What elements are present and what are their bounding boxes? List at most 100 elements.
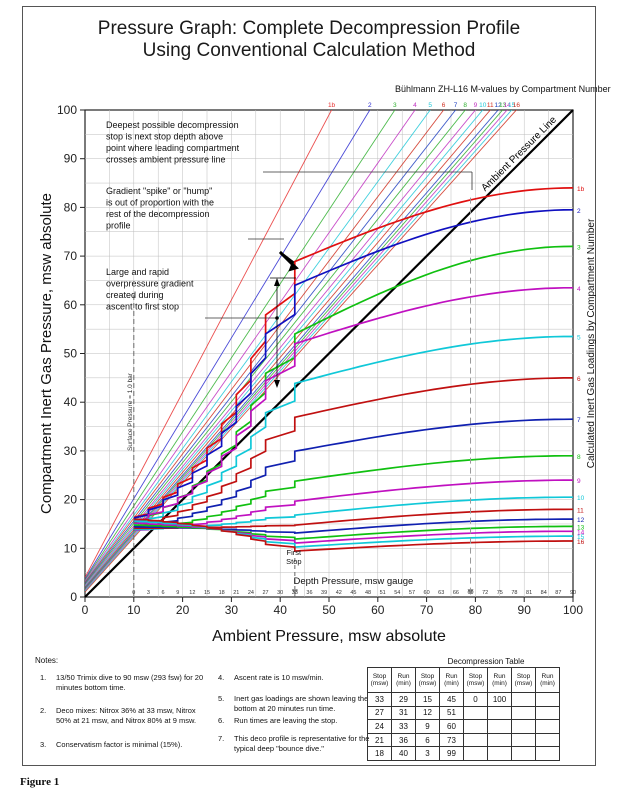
gauge-tick-label: 81 [526,590,532,596]
gauge-tick-label: 48 [365,590,371,596]
compartment-label-2: 2 [577,208,581,215]
m-value-label-8: 8 [463,102,467,109]
deco-table-row: 21 36 6 73 [367,732,560,748]
compartment-label-15: 15 [577,534,585,541]
compartment-label-14: 14 [577,529,585,536]
y-axis-label: Compartment Inert Gas Pressure, msw abso… [38,193,55,514]
compartment-curve-8 [133,454,573,531]
deco-table-cell: 18 [367,746,392,761]
deco-table-cell: 27 [367,705,392,721]
m-value-line-6 [85,110,445,583]
deco-table-cell: 0 [463,692,488,707]
deco-table-cell [463,732,488,748]
compartment-curve-6 [133,377,573,527]
m-value-label-12: 12 [495,102,503,109]
gauge-tick-label: 51 [380,590,386,596]
note-number: 4. [218,673,225,682]
gauge-tick-label: 24 [248,590,254,596]
y-tick-label: 10 [64,541,78,555]
annotation-deepest-stop-line-1: Deepest possible decompression [106,120,239,130]
deco-table-cell: 9 [415,719,440,734]
compartment-curve-9 [133,479,573,531]
gauge-axis-label: Depth Pressure, msw gauge [293,576,413,587]
gauge-tick-label: 54 [394,590,400,596]
deco-table-cell: 21 [367,732,392,748]
m-value-label-11: 11 [487,102,494,109]
m-value-label-2: 2 [368,102,372,109]
m-value-label-16: 16 [513,102,521,109]
m-value-line-12 [85,110,499,589]
overpressure-arrow-down [274,380,280,388]
compartment-label-7: 7 [577,417,581,424]
deco-table-cell: 12 [415,705,440,721]
m-value-label-13: 13 [499,102,507,109]
deco-table-cell: 51 [439,705,464,721]
decompression-table: Stop (msw) Run (min) Stop (msw) Run (min) St… [367,667,560,761]
deco-table-cell [463,746,488,761]
gauge-tick-label: 15 [204,590,210,596]
m-value-line-2 [85,110,371,580]
deco-table-title: Decompression Table [447,657,525,666]
note-text: This deco profile is representative for … [234,734,370,753]
deco-table-cell [511,719,536,734]
chart-subtitle: Bühlmann ZH-L16 M-values by Compartment … [395,84,611,94]
compartment-label-11: 11 [577,507,584,514]
overpressure-dot [275,316,279,320]
gauge-tick-label: 69 [467,590,473,596]
deco-table-row: 27 31 12 51 [367,705,560,721]
annotation-overpressure-line-1: Large and rapid [106,267,169,277]
deco-table-cell [535,705,560,721]
compartment-label-9: 9 [577,478,581,485]
deco-table-header: Stop (msw) [415,667,440,693]
deco-table-cell [487,746,512,761]
note-text: 13/50 Trimix dive to 90 msw (293 fsw) fo… [56,673,204,692]
m-value-line-3 [85,110,396,581]
gauge-tick-label: 84 [541,590,547,596]
gauge-tick-label: 63 [438,590,444,596]
x-tick-label: 70 [420,603,434,617]
compartment-curve-7 [133,418,573,530]
m-value-line-16 [85,110,517,593]
crossing-arrow-head [467,589,474,595]
y-tick-label: 0 [70,590,77,604]
compartment-label-5: 5 [577,334,581,341]
note-text: Deco mixes: Nitrox 36% at 33 msw, Nitrox… [56,706,197,725]
annotation-deepest-stop-line-2: stop is next stop depth above [106,132,223,142]
m-value-label-10: 10 [479,102,487,109]
deco-table-cell: 45 [439,692,464,707]
gauge-tick-label: 42 [336,590,342,596]
m-value-label-5: 5 [428,102,432,109]
deco-table-header: Run (min) [391,667,416,693]
first-stop-arrow-head [291,589,298,595]
right-axis-label: Calculated Inert Gas Loadings by Compart… [586,218,597,468]
note-number: 2. [40,706,47,715]
note-number: 3. [40,740,47,749]
deco-table-cell: 3 [415,746,440,761]
deco-table-row: 24 33 9 60 [367,719,560,734]
annotation-gradient-spike-line-3: rest of the decompression [106,209,210,219]
deco-table-cell [487,705,512,721]
deco-table-cell: 33 [391,719,416,734]
compartment-label-13: 13 [577,524,585,531]
note-number: 7. [218,734,225,743]
gauge-tick-label: 9 [176,590,179,596]
m-value-line-10 [85,110,484,587]
deco-table-cell [535,732,560,748]
deco-table-header: Run (min) [487,667,512,693]
y-tick-label: 20 [64,493,78,507]
y-tick-label: 30 [64,444,78,458]
page-title-line2: Using Conventional Calculation Method [142,40,476,61]
gauge-tick-label: 12 [189,590,195,596]
m-value-label-9: 9 [474,102,478,109]
first-stop-label-2: Stop [286,557,301,566]
m-value-label-6: 6 [442,102,446,109]
first-stop-label-1: First [287,548,302,557]
annotation-gradient-spike-line-2: is out of proportion with the [106,198,214,208]
deco-table-cell: 73 [439,732,464,748]
annotation-deepest-stop-line-4: crosses ambient pressure line [106,155,226,165]
notes-heading: Notes: [35,656,59,665]
deco-table-header: Run (min) [439,667,464,693]
compartment-label-8: 8 [577,454,581,461]
gauge-tick-label: 21 [233,590,239,596]
gauge-tick-label: 0 [132,590,135,596]
